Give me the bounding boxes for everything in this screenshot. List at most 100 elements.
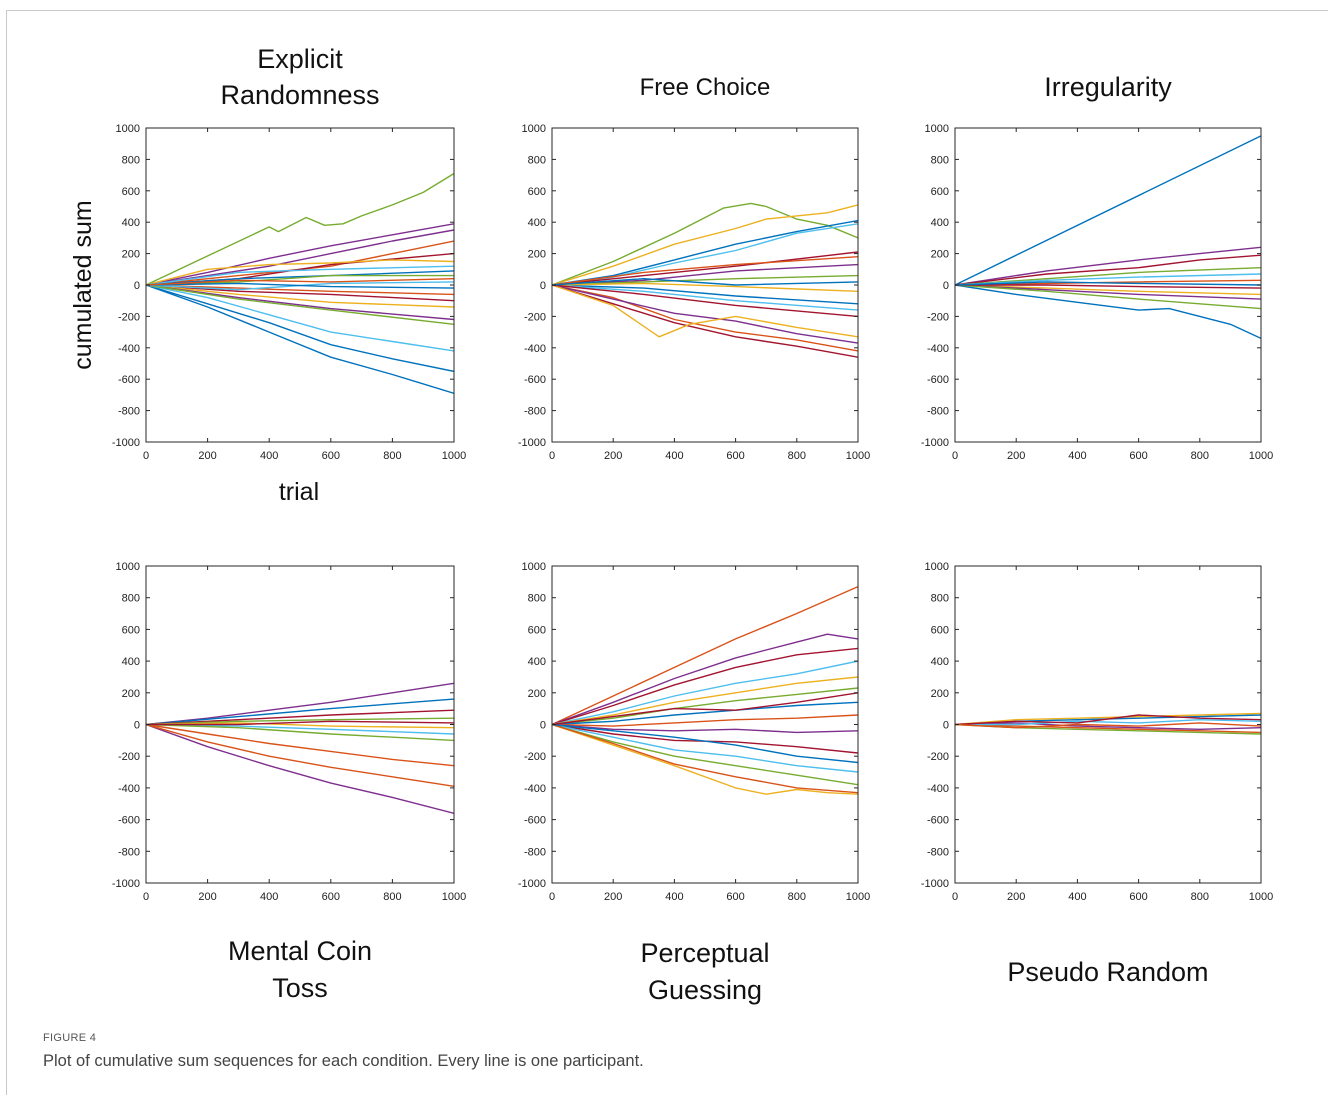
- series-line: [955, 281, 1261, 286]
- series-line: [552, 263, 858, 286]
- series-line: [955, 722, 1261, 729]
- figure-label: FIGURE 4: [43, 1032, 97, 1044]
- y-tick-label: 200: [528, 688, 546, 700]
- y-tick-label: -800: [524, 406, 546, 418]
- x-tick-label: 0: [549, 450, 555, 462]
- x-tick-label: 1000: [442, 450, 466, 462]
- x-axis-label: trial: [279, 478, 319, 506]
- series-line: [552, 633, 858, 726]
- y-tick-label: 400: [931, 656, 949, 668]
- x-tick-label: 600: [322, 450, 340, 462]
- x-tick-label: 400: [260, 891, 278, 903]
- series-line: [146, 723, 454, 814]
- y-tick-label: -1000: [112, 437, 140, 449]
- y-tick-label: -800: [118, 846, 140, 858]
- y-tick-label: 600: [122, 186, 140, 198]
- series-line: [552, 723, 858, 794]
- series-line: [552, 284, 858, 338]
- y-tick-label: 200: [931, 249, 949, 261]
- y-tick-label: -400: [118, 343, 140, 355]
- series-line: [146, 284, 454, 321]
- y-tick-label: -200: [524, 311, 546, 323]
- series-line: [146, 284, 454, 296]
- chart-title: Toss: [272, 973, 328, 1003]
- x-tick-label: 400: [665, 891, 683, 903]
- y-tick-label: 800: [931, 154, 949, 166]
- series-line: [552, 274, 858, 286]
- x-tick-label: 400: [1068, 450, 1086, 462]
- y-tick-label: -1000: [921, 437, 949, 449]
- y-tick-label: 0: [134, 720, 140, 732]
- y-axis-label: cumulated sum: [69, 200, 97, 370]
- y-tick-label: 0: [134, 280, 140, 292]
- y-tick-label: -800: [118, 406, 140, 418]
- y-tick-label: -400: [524, 783, 546, 795]
- x-tick-label: 600: [726, 450, 744, 462]
- y-tick-label: -600: [927, 815, 949, 827]
- series-line: [955, 273, 1261, 286]
- y-tick-label: 600: [528, 186, 546, 198]
- y-tick-label: 600: [122, 624, 140, 636]
- series-line: [146, 717, 454, 726]
- x-tick-label: 1000: [442, 891, 466, 903]
- series-line: [146, 259, 454, 286]
- y-tick-label: 800: [528, 593, 546, 605]
- x-tick-label: 600: [1129, 450, 1147, 462]
- series-line: [552, 223, 858, 286]
- y-tick-label: 200: [122, 688, 140, 700]
- x-tick-label: 800: [788, 450, 806, 462]
- series-line: [552, 723, 858, 786]
- x-tick-label: 800: [383, 450, 401, 462]
- series-line: [552, 692, 858, 726]
- y-tick-label: -400: [927, 343, 949, 355]
- chart-panel-1: Explicit Randomness -1000 -800 -600 -400 -200 0…: [112, 44, 466, 462]
- series-line: [552, 647, 858, 726]
- chart-panel-5: Perceptual Guessing -1000 -800 -600 -400 -200 0…: [518, 561, 870, 1005]
- chart-panel-4: Mental Coin Toss -1000 -800 -600 -400 -200 0 200…: [112, 561, 466, 1003]
- series-line: [955, 723, 1261, 734]
- y-tick-label: 0: [943, 280, 949, 292]
- series-line: [552, 714, 858, 727]
- series-line: [146, 709, 454, 726]
- series-line: [146, 723, 454, 787]
- y-tick-label: -1000: [112, 878, 140, 890]
- chart-panel-3: Irregularity -1000 -800 -600 -400 -200 0 200 400…: [921, 72, 1273, 462]
- y-tick-label: -1000: [518, 878, 546, 890]
- series-line: [552, 687, 858, 726]
- y-tick-label: 400: [122, 217, 140, 229]
- series-line: [146, 284, 454, 352]
- x-tick-label: 400: [665, 450, 683, 462]
- series-line: [955, 284, 1261, 310]
- y-tick-label: 400: [528, 656, 546, 668]
- series-line: [146, 274, 454, 286]
- x-tick-label: 800: [788, 891, 806, 903]
- chart-title: Perceptual: [640, 938, 769, 968]
- series-line: [146, 281, 454, 291]
- y-tick-label: 800: [931, 593, 949, 605]
- y-tick-label: 1000: [116, 561, 140, 573]
- series-line: [552, 284, 858, 344]
- chart-title: Guessing: [648, 975, 762, 1005]
- x-tick-label: 800: [1191, 891, 1209, 903]
- series-line: [552, 204, 858, 286]
- series-line: [146, 284, 454, 373]
- y-tick-label: -200: [524, 751, 546, 763]
- y-tick-label: -600: [927, 374, 949, 386]
- figure-plots: cumulated sum trial Explicit Randomness -1…: [69, 44, 1273, 1005]
- chart-panel-6: Pseudo Random -1000 -800 -600 -400 -200 0 200 40…: [921, 561, 1273, 987]
- x-tick-label: 600: [322, 891, 340, 903]
- series-group: [552, 585, 858, 795]
- series-line: [146, 278, 454, 286]
- series-line: [552, 723, 858, 764]
- y-tick-label: -1000: [921, 878, 949, 890]
- series-line: [146, 229, 454, 286]
- y-tick-label: 200: [122, 249, 140, 261]
- x-tick-label: 1000: [1249, 450, 1273, 462]
- x-tick-label: 400: [260, 450, 278, 462]
- series-line: [955, 246, 1261, 286]
- series-group: [146, 682, 454, 814]
- y-tick-label: 1000: [522, 561, 546, 573]
- y-tick-label: -400: [927, 783, 949, 795]
- series-line: [955, 284, 1261, 300]
